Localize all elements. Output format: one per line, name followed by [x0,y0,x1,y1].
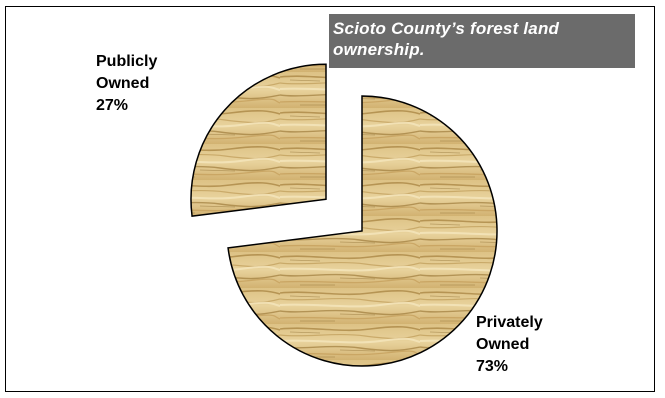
slice-label-line1: Privately [476,314,543,331]
pie-slice-publicly-owned [190,63,327,218]
chart-title: Scioto County’s forest land ownership. [333,19,560,59]
slice-value-label: 27% [96,97,129,114]
slice-label-line2: Owned [96,75,150,92]
slice-label-line2: Owned [476,336,530,353]
slice-label-publicly-owned: Publicly Owned 27% [96,51,157,117]
slice-label-line1: Publicly [96,53,158,70]
pie-slice-privately-owned [227,95,498,367]
chart-title-box: Scioto County’s forest land ownership. [329,14,635,68]
slice-value-label: 73% [476,358,509,375]
slice-label-privately-owned: Privately Owned 73% [476,312,543,378]
pie-slices [190,63,498,367]
